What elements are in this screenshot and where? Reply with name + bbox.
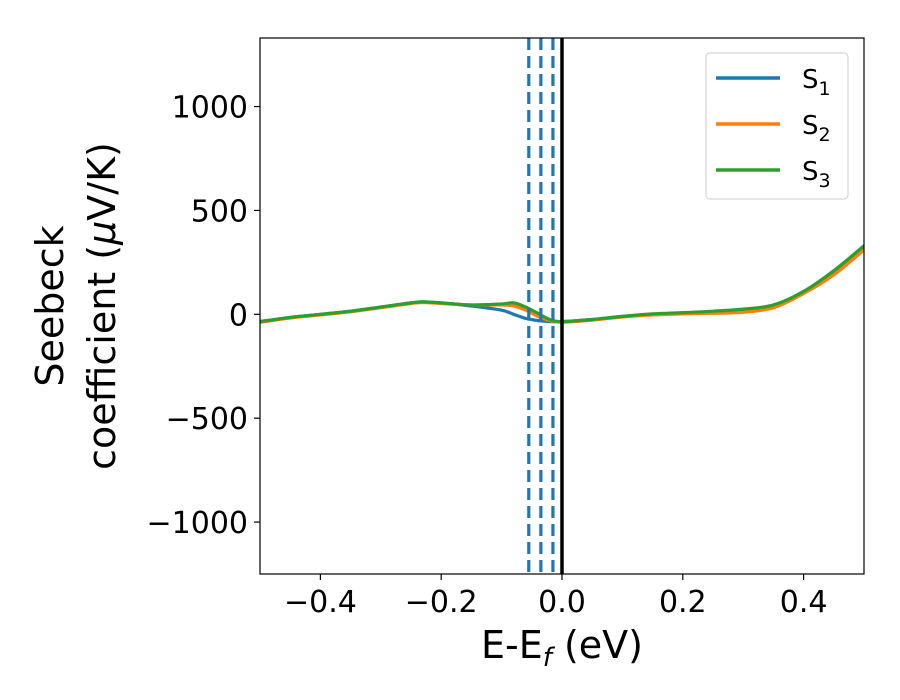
series-line-S3: [260, 244, 864, 324]
y-tick-label: −1000: [147, 506, 248, 541]
y-tick-label: 500: [191, 194, 248, 229]
legend-label-S2: S2: [802, 111, 831, 146]
y-axis-title-line1: Seebeck: [28, 225, 72, 386]
legend-label-subscript: 2: [819, 124, 831, 146]
legend-label-subscript: 1: [819, 78, 831, 100]
x-axis-title: E-Ef (eV): [481, 623, 643, 673]
y-tick-label: −500: [166, 402, 248, 437]
x-tick-label: 0.4: [780, 585, 828, 620]
y-tick-label: 1000: [172, 91, 248, 126]
legend-label-main: S: [802, 157, 819, 187]
y-tick-label: 0: [229, 298, 248, 333]
legend-label-main: S: [802, 65, 819, 95]
x-tick-label: 0.2: [659, 585, 707, 620]
legend-label-main: S: [802, 111, 819, 141]
x-tick-label: −0.2: [405, 585, 478, 620]
x-axis-title-unit: (eV): [552, 623, 643, 667]
legend-label-S3: S3: [802, 157, 831, 192]
x-tick-label: −0.4: [284, 585, 357, 620]
y-axis-title-mu: μ: [80, 221, 124, 246]
x-tick-label: 0.0: [538, 585, 586, 620]
plot-data-layer: [260, 244, 864, 324]
y-axis-title: Seebeck coefficient (μV/K): [28, 142, 124, 470]
legend-label-subscript: 3: [819, 170, 831, 192]
x-axis-title-main: E-E: [481, 623, 543, 667]
axis-ticks: −0.4 −0.2 0.0 0.2 0.4 1000 500 0 −500 −1000: [147, 91, 828, 620]
legend-box: [705, 52, 849, 200]
y-axis-title-line2: coefficient (μV/K): [80, 142, 124, 470]
reference-lines: [527, 38, 564, 574]
y-axis-title-line2-unit: V/K): [80, 142, 124, 221]
y-axis-title-line2-text: coefficient (: [80, 245, 124, 470]
legend-label-S1: S1: [802, 65, 831, 100]
